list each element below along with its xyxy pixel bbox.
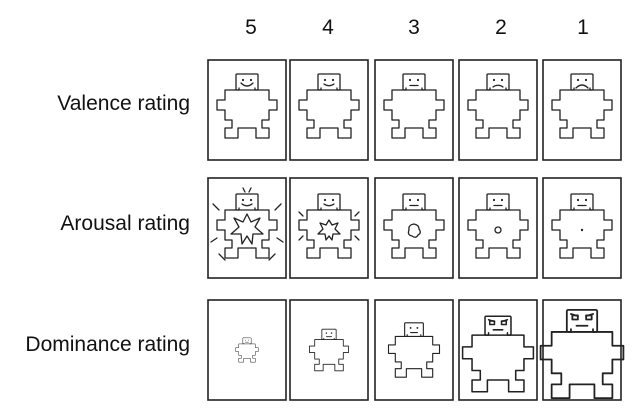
manikin-figure [383,73,445,139]
manikin-arousal-5 [207,177,287,279]
manikin-valence-5 [207,59,287,161]
manikin-frame [542,177,622,279]
manikin-dominance-1 [539,299,625,401]
manikin-dominance-3 [374,299,454,401]
manikin-arousal-1 [542,177,622,279]
column-label-5: 5 [245,16,257,39]
manikin-figure [383,193,445,259]
manikin-arousal-2 [458,177,538,279]
manikin-valence-1 [542,59,622,161]
manikin-figure [309,328,349,372]
manikin-figure [467,193,529,259]
manikin-frame [289,299,369,401]
manikin-figure [216,73,278,139]
manikin-dominance-5 [207,299,287,401]
manikin-figure [551,73,613,139]
manikin-frame [542,59,622,161]
manikin-arousal-3 [374,177,454,279]
manikin-frame [374,59,454,161]
manikin-figure [551,193,613,259]
manikin-frame [289,177,369,279]
manikin-frame [207,59,287,161]
manikin-valence-3 [374,59,454,161]
manikin-frame [374,299,454,401]
manikin-frame [458,299,538,401]
column-label-2: 2 [495,16,507,39]
row-label-dominance: Dominance rating [25,333,190,356]
manikin-valence-4 [289,59,369,161]
manikin-figure [298,193,360,259]
manikin-figure [461,315,535,393]
manikin-frame [207,299,287,401]
column-label-3: 3 [408,16,420,39]
manikin-arousal-4 [289,177,369,279]
manikin-frame [542,299,622,401]
manikin-valence-2 [458,59,538,161]
manikin-figure [210,187,284,261]
manikin-figure [235,337,259,363]
manikin-figure [387,322,441,378]
row-label-arousal: Arousal rating [60,212,190,235]
manikin-frame [207,177,287,279]
manikin-frame [458,177,538,279]
column-label-4: 4 [322,16,334,39]
manikin-dominance-4 [289,299,369,401]
manikin-dominance-2 [458,299,538,401]
manikin-figure [539,308,625,400]
manikin-frame [289,59,369,161]
column-label-1: 1 [577,16,589,39]
manikin-frame [374,177,454,279]
manikin-frame [458,59,538,161]
manikin-figure [298,73,360,139]
row-label-valence: Valence rating [57,92,190,115]
manikin-figure [467,73,529,139]
